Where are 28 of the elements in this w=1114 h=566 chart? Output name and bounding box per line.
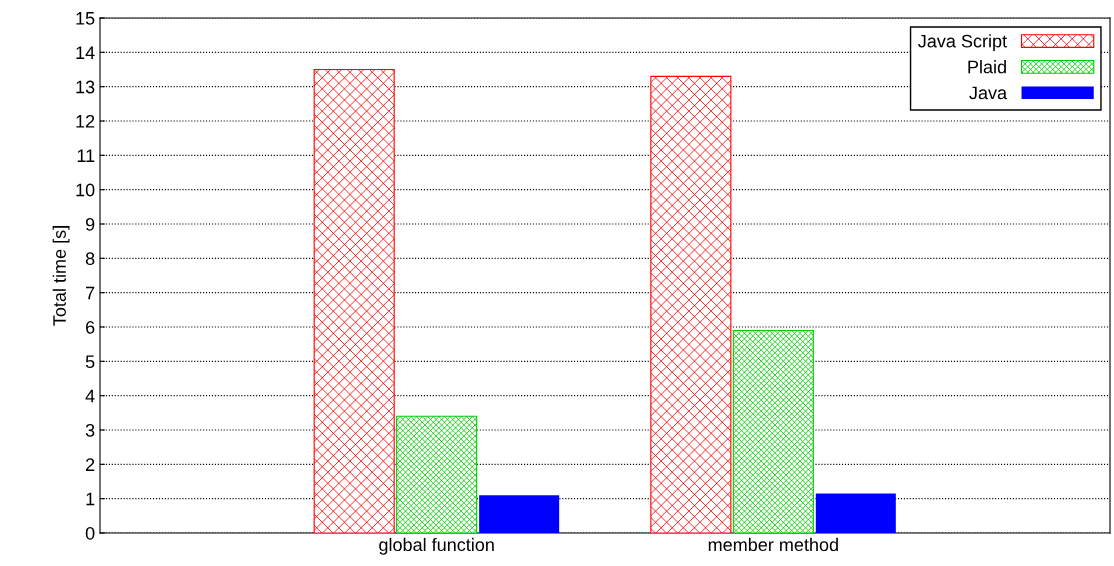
x-tick-label: global function — [379, 537, 494, 555]
bar — [396, 415, 478, 533]
y-tick-label: 7 — [86, 286, 95, 300]
x-tick-label: member method — [708, 537, 838, 552]
y-tick-label: 0 — [85, 526, 95, 540]
y-tick-label: 15 — [76, 12, 95, 25]
bar — [313, 68, 395, 533]
y-tick-label: 4 — [85, 389, 95, 403]
y-tick-label: 3 — [85, 423, 95, 437]
bar — [815, 493, 896, 533]
bar — [650, 75, 732, 533]
y-tick-label: 8 — [85, 252, 95, 266]
legend-label: Java — [969, 86, 1008, 100]
y-tick-label: 13 — [76, 80, 95, 94]
y-tick-label: 9 — [85, 217, 95, 231]
y-tick-label: 1 — [86, 492, 95, 506]
y-tick-label: 14 — [76, 46, 95, 59]
y-tick-label: 2 — [86, 458, 95, 471]
y-tick-label: 5 — [85, 355, 95, 369]
y-axis-title: Total time [s] — [52, 226, 70, 326]
bar — [732, 329, 814, 533]
legend-label: Java Script — [918, 34, 1007, 52]
y-tick-label: 10 — [76, 183, 95, 197]
bar — [479, 495, 560, 533]
legend-label: Plaid — [968, 60, 1006, 74]
y-tick-label: 12 — [76, 114, 95, 128]
y-tick-label: 11 — [77, 149, 95, 162]
y-tick-label: 6 — [86, 320, 95, 334]
